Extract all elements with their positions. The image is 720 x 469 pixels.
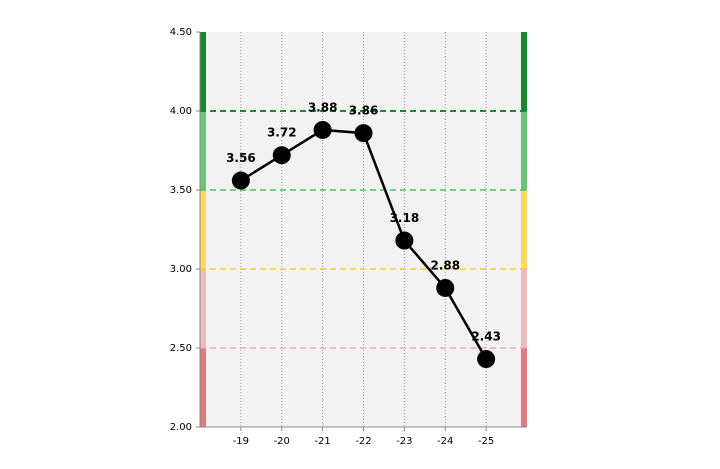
band	[200, 269, 206, 348]
band	[200, 190, 206, 269]
plot-background	[200, 32, 527, 427]
band	[521, 111, 527, 190]
x-tick-label: -25	[478, 436, 494, 447]
x-tick-label: -21	[314, 436, 330, 447]
value-label: 3.88	[308, 100, 338, 114]
x-tick-label: -20	[274, 436, 290, 447]
band	[521, 190, 527, 269]
x-tick-label: -23	[396, 436, 412, 447]
x-tick-label: -22	[355, 436, 371, 447]
y-tick-label: 3.00	[170, 264, 192, 275]
marker	[231, 171, 250, 190]
y-tick-label: 3.50	[170, 185, 192, 196]
value-label: 2.43	[471, 330, 501, 344]
value-label: 3.72	[267, 126, 297, 140]
band	[521, 32, 527, 111]
band	[200, 111, 206, 190]
marker	[436, 278, 455, 297]
x-tick-label: -24	[437, 436, 453, 447]
band	[521, 348, 527, 427]
value-label: 3.18	[390, 211, 420, 225]
y-tick-label: 4.50	[170, 27, 192, 38]
marker	[313, 120, 332, 139]
value-label: 3.56	[226, 151, 256, 165]
value-label: 3.86	[349, 104, 379, 118]
band	[200, 348, 206, 427]
marker	[395, 231, 414, 250]
marker	[354, 124, 373, 143]
x-tick-label: -19	[233, 436, 249, 447]
value-label: 2.88	[430, 258, 460, 272]
marker	[272, 146, 291, 165]
band	[200, 32, 206, 111]
y-tick-label: 4.00	[170, 106, 192, 117]
y-tick-label: 2.00	[170, 422, 192, 433]
y-tick-label: 2.50	[170, 343, 192, 354]
marker	[477, 350, 496, 369]
band	[521, 269, 527, 348]
